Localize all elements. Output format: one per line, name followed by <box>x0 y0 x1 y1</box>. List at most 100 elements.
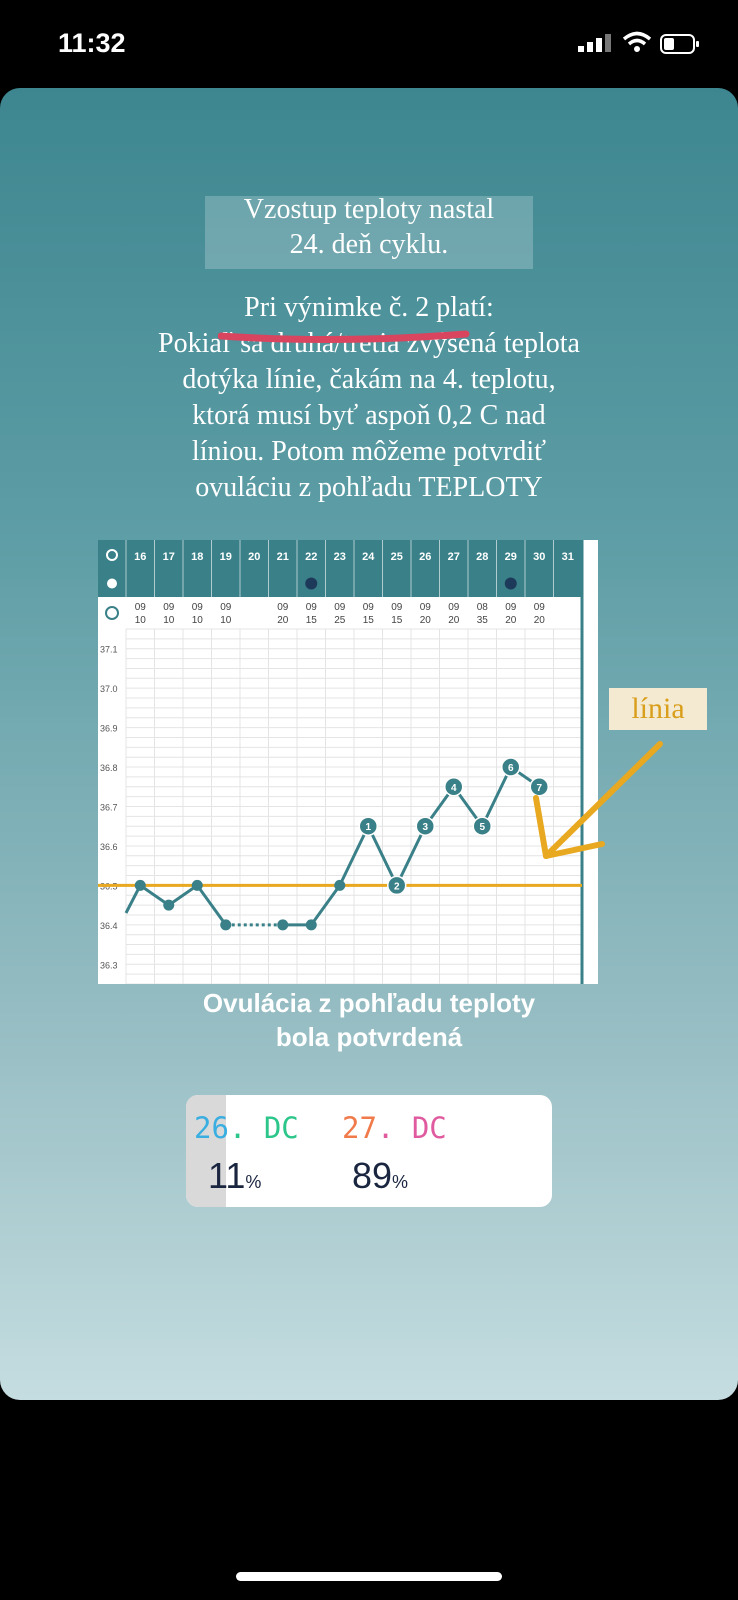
time-hour-label: 08 <box>477 602 489 613</box>
story-card: Vzostup teploty nastal 24. deň cyklu. Pr… <box>0 88 738 1400</box>
wifi-icon <box>622 31 652 58</box>
series-line-segment <box>480 766 513 827</box>
time-minute-label: 35 <box>477 615 489 626</box>
status-bar: 11:32 <box>0 0 738 88</box>
day-label: 26 <box>419 551 431 563</box>
status-time: 11:32 <box>58 28 126 58</box>
day-label: 20 <box>248 551 260 563</box>
moon-row-icon <box>107 578 117 589</box>
arrow-annotation-icon <box>533 741 663 859</box>
day-label: 31 <box>562 551 574 563</box>
coverline-annotation: línia <box>609 688 707 730</box>
y-tick-label: 36.6 <box>100 842 118 852</box>
data-point-label: 2 <box>394 881 400 892</box>
signal-icon <box>578 34 612 57</box>
day-label: 21 <box>277 551 289 563</box>
cycle-icon <box>106 549 118 561</box>
data-point <box>220 919 232 931</box>
data-point <box>472 816 492 836</box>
series-line-segment <box>139 884 170 907</box>
clock-icon <box>105 606 119 620</box>
battery-icon <box>660 34 700 59</box>
paragraph-line-1: Pri výnimke č. 2 platí: <box>244 292 494 323</box>
series-line-segment <box>167 884 199 907</box>
day-label: 23 <box>334 551 346 563</box>
poll-sticker[interactable]: 26. DC 11% 27. DC 89% <box>186 1095 552 1207</box>
conclusion-line-2: bola potvrdená <box>275 1022 463 1052</box>
day-label: 25 <box>391 551 403 563</box>
day-label: 27 <box>448 551 460 563</box>
conclusion-line-1: Ovulácia z pohľadu teploty <box>202 988 536 1018</box>
data-point <box>163 899 175 911</box>
time-hour-label: 09 <box>505 602 517 613</box>
day-label: 18 <box>191 551 203 563</box>
time-hour-label: 09 <box>192 602 204 613</box>
poll-option-percent: 11% <box>208 1155 262 1196</box>
paragraph-line-6: ovuláciu z pohľadu TEPLOTY <box>195 472 543 503</box>
time-hour-label: 09 <box>448 602 460 613</box>
poll-option-percent: 89% <box>352 1155 409 1196</box>
data-point-label: 5 <box>479 822 485 833</box>
time-minute-label: 20 <box>420 615 432 626</box>
y-tick-label: 37.0 <box>100 684 118 694</box>
day-label: 16 <box>134 551 146 563</box>
paragraph-line-3: dotýka línie, čakám na 4. teplotu, <box>182 364 556 395</box>
time-minute-label: 10 <box>163 615 175 626</box>
data-point <box>444 777 464 797</box>
y-tick-label: 37.1 <box>100 645 118 655</box>
data-point <box>305 919 317 931</box>
day-label: 17 <box>163 551 175 563</box>
chart-header-row <box>98 540 582 570</box>
moon-phase-icon <box>504 577 517 590</box>
series-line-segment <box>310 884 341 926</box>
time-hour-label: 09 <box>334 602 346 613</box>
time-minute-label: 15 <box>306 615 318 626</box>
day-label: 24 <box>362 551 375 563</box>
temperature-chart: 16 09 10 17 09 10 18 09 10 19 09 10 20 21 09 20 22 09 15 23… <box>98 540 598 984</box>
paragraph-line-4: ktorá musí byť aspoň 0,2 C nad <box>192 400 546 431</box>
time-minute-label: 20 <box>505 615 517 626</box>
series-line-segment <box>338 825 370 887</box>
time-minute-label: 10 <box>220 615 232 626</box>
data-point-label: 3 <box>422 822 428 833</box>
time-hour-label: 09 <box>220 602 232 613</box>
poll-option-label: 27. DC <box>342 1111 447 1145</box>
day-label: 19 <box>220 551 232 563</box>
time-minute-label: 10 <box>192 615 204 626</box>
time-hour-label: 09 <box>277 602 289 613</box>
time-minute-label: 20 <box>448 615 460 626</box>
data-point-label: 6 <box>508 763 514 774</box>
time-minute-label: 15 <box>363 615 375 626</box>
time-hour-label: 09 <box>163 602 175 613</box>
time-hour-label: 09 <box>363 602 375 613</box>
data-point <box>277 919 289 931</box>
series-line-segment <box>395 825 427 887</box>
data-point <box>501 757 521 777</box>
paragraph-line-5: líniou. Potom môžeme potvrdiť <box>191 436 547 467</box>
y-tick-label: 36.3 <box>100 960 118 970</box>
y-tick-label: 36.4 <box>100 921 118 931</box>
series-line-segment <box>196 884 227 926</box>
home-indicator[interactable] <box>236 1572 502 1581</box>
series-line-segment <box>366 825 399 887</box>
day-label: 29 <box>505 551 517 563</box>
time-hour-label: 09 <box>391 602 403 613</box>
y-tick-label: 36.9 <box>100 724 118 734</box>
y-tick-label: 36.8 <box>100 763 118 773</box>
data-point-label: 7 <box>536 783 542 794</box>
data-point <box>334 879 346 891</box>
moon-phase-icon <box>305 577 318 590</box>
chart-moon-row <box>98 570 582 597</box>
poll-option-label: 26. DC <box>194 1111 299 1145</box>
time-hour-label: 09 <box>534 602 546 613</box>
time-minute-label: 10 <box>135 615 147 626</box>
time-minute-label: 25 <box>334 615 346 626</box>
data-point <box>358 816 378 836</box>
time-minute-label: 20 <box>534 615 546 626</box>
day-label: 22 <box>305 551 317 563</box>
time-hour-label: 09 <box>135 602 147 613</box>
poll-result-bar <box>186 1095 227 1207</box>
title-box <box>205 196 533 269</box>
highlight-underline <box>218 330 470 344</box>
